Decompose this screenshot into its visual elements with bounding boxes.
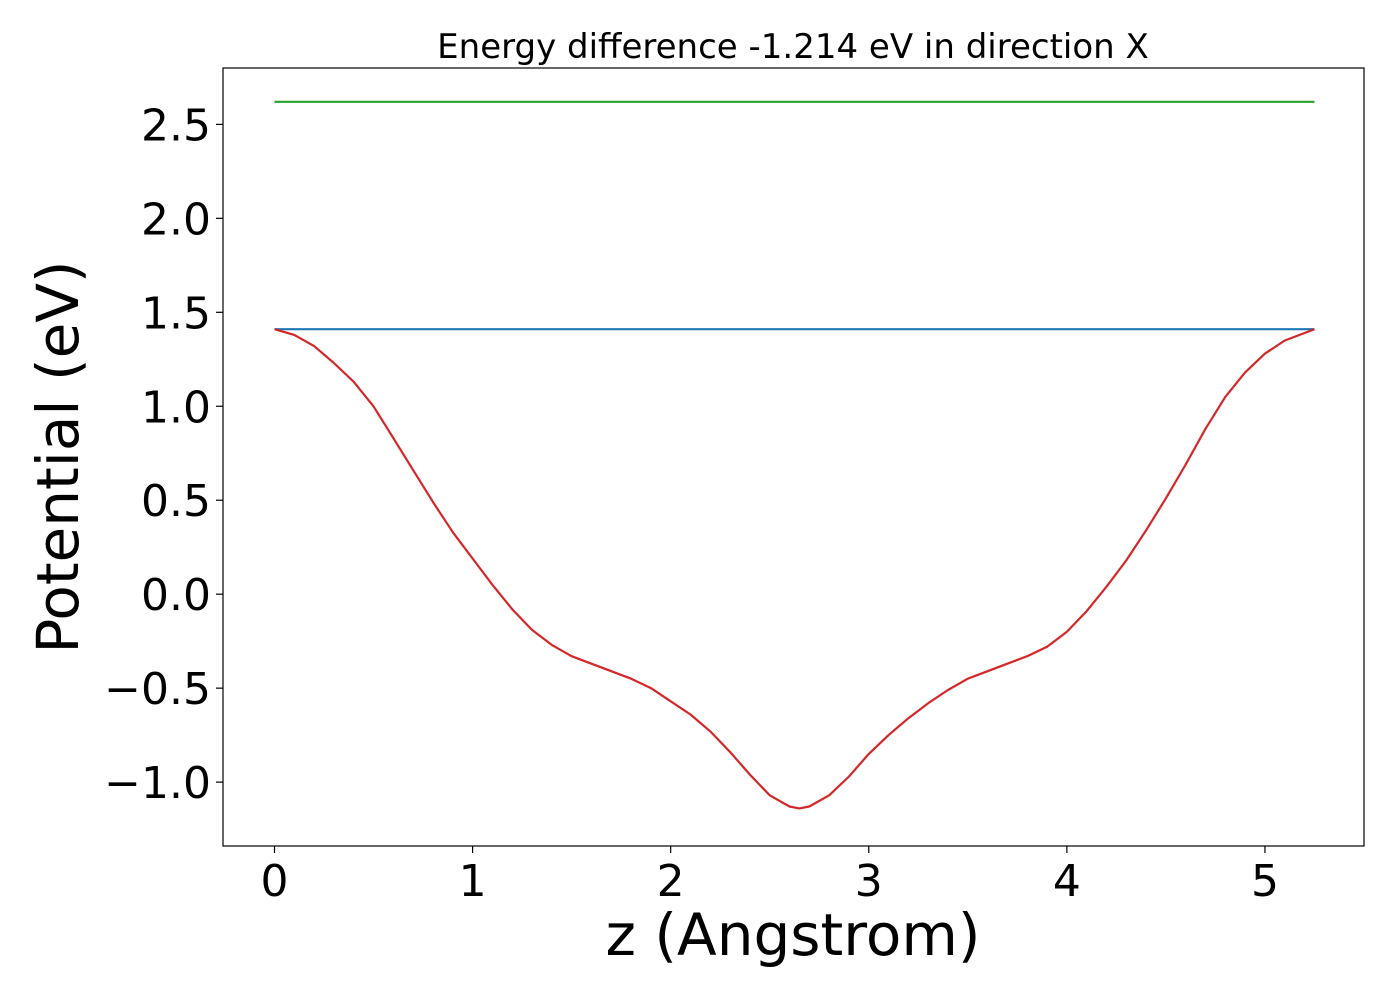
- axes: 0 1 2 3 4 5 −1.0 −0.5 0.0 0.5 1.0 1.5 2.0 2.5: [104, 100, 1279, 907]
- y-tick-label: 2.0: [141, 194, 211, 245]
- x-tick-label: 1: [459, 856, 487, 907]
- x-tick-label: 4: [1053, 856, 1081, 907]
- series-line-3: [274, 328, 1315, 810]
- y-tick-label: 0.0: [141, 570, 211, 621]
- x-tick-label: 0: [261, 856, 289, 907]
- y-axis-label: Potential (eV): [24, 260, 92, 653]
- x-tick-label: 5: [1251, 856, 1279, 907]
- x-tick-label: 2: [657, 856, 685, 907]
- y-tick-label: 1.5: [141, 288, 211, 339]
- plot-frame: [222, 67, 1365, 847]
- x-axis-label: z (Angstrom): [606, 901, 981, 969]
- y-tick-label: −1.0: [104, 758, 211, 809]
- y-tick-label: 1.0: [141, 382, 211, 433]
- plot-area: [274, 100, 1315, 810]
- y-tick-label: 2.5: [141, 100, 211, 151]
- x-tick-label: 3: [855, 856, 883, 907]
- y-tick-label: 0.5: [141, 476, 211, 527]
- y-tick-label: −0.5: [104, 664, 211, 715]
- chart-title: Energy difference -1.214 eV in direction…: [437, 27, 1149, 67]
